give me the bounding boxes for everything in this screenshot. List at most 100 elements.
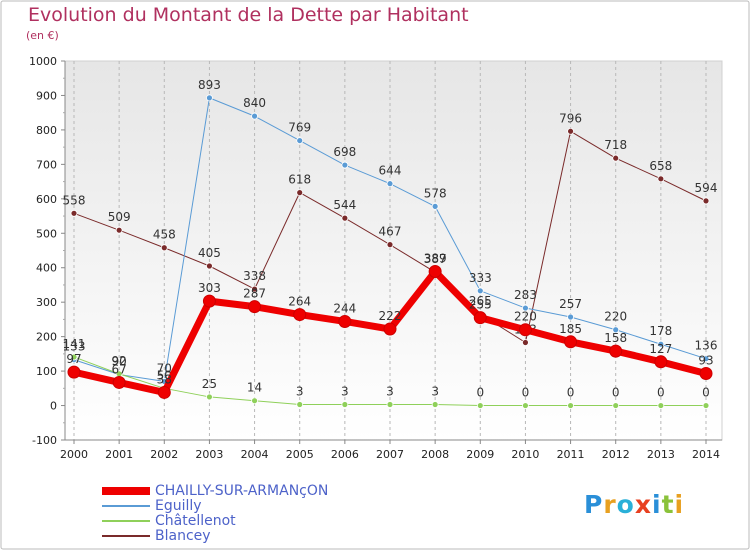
x-tick-label: 2003 xyxy=(195,448,223,461)
data-label: 698 xyxy=(333,145,356,159)
data-label: 303 xyxy=(198,281,221,295)
legend-label-chailly: CHAILLY-SUR-ARMANçON xyxy=(155,483,329,499)
x-tick-label: 2005 xyxy=(286,448,314,461)
data-point xyxy=(431,202,439,210)
data-label: 0 xyxy=(702,386,710,400)
x-tick-label: 2013 xyxy=(647,448,675,461)
data-point xyxy=(112,375,126,389)
data-label: 38 xyxy=(157,372,172,386)
x-tick-label: 2014 xyxy=(692,448,720,461)
data-point xyxy=(431,401,439,408)
data-label: 3 xyxy=(431,385,439,399)
data-label: 405 xyxy=(198,246,221,260)
y-tick-label: 200 xyxy=(36,331,57,344)
data-label: 93 xyxy=(698,354,713,368)
data-point xyxy=(248,300,262,314)
data-point xyxy=(115,226,123,234)
data-label: 578 xyxy=(424,186,447,200)
x-tick-label: 2004 xyxy=(241,448,269,461)
data-label: 718 xyxy=(604,138,627,152)
x-tick-label: 2002 xyxy=(150,448,178,461)
proxiti-logo: Proxiti xyxy=(584,490,684,519)
y-tick-label: 100 xyxy=(36,365,57,378)
data-point xyxy=(428,265,442,279)
data-label: 389 xyxy=(424,252,447,266)
data-label: 222 xyxy=(379,309,402,323)
data-label: 283 xyxy=(514,288,537,302)
data-label: 92 xyxy=(112,354,127,368)
x-tick-label: 2008 xyxy=(421,448,449,461)
x-tick-label: 2007 xyxy=(376,448,404,461)
legend-swatch-chailly xyxy=(102,487,150,495)
data-label: 0 xyxy=(612,386,620,400)
y-tick-label: 800 xyxy=(36,124,57,137)
data-point xyxy=(341,401,349,408)
data-label: 90 xyxy=(112,355,127,369)
x-tick-label: 2000 xyxy=(60,448,88,461)
logo-letter: t xyxy=(661,490,675,519)
data-label: 244 xyxy=(333,301,356,315)
data-label: 0 xyxy=(657,386,665,400)
y-tick-label: 700 xyxy=(36,158,57,171)
data-label: 141 xyxy=(63,337,86,351)
data-point xyxy=(386,401,394,408)
data-point xyxy=(386,241,394,249)
data-point xyxy=(654,355,668,369)
data-label: 467 xyxy=(379,225,402,239)
data-label: 287 xyxy=(243,287,266,301)
data-label: 387 xyxy=(424,252,447,266)
data-point xyxy=(386,180,394,188)
legend-label-eguilly: Eguilly xyxy=(155,498,202,514)
y-tick-label: 0 xyxy=(50,400,57,413)
data-label: 265 xyxy=(469,294,492,308)
data-point xyxy=(383,322,397,336)
data-label: 220 xyxy=(514,310,537,324)
x-tick-label: 2009 xyxy=(466,448,494,461)
data-label: 594 xyxy=(695,181,718,195)
x-tick-label: 2006 xyxy=(331,448,359,461)
data-label: 133 xyxy=(63,340,86,354)
data-point xyxy=(609,344,623,358)
data-label: 257 xyxy=(559,297,582,311)
y-tick-label: 400 xyxy=(36,262,57,275)
data-label: 185 xyxy=(559,322,582,336)
data-label: 3 xyxy=(296,385,304,399)
data-point xyxy=(518,323,532,337)
x-tick-label: 2010 xyxy=(511,448,539,461)
x-tick-label: 2012 xyxy=(602,448,630,461)
legend-swatch-chatellenot xyxy=(102,520,150,522)
data-point xyxy=(160,244,168,252)
y-tick-label: 1000 xyxy=(29,55,57,68)
data-point xyxy=(157,385,171,399)
data-label: 97 xyxy=(66,352,81,366)
legend-label-blancey: Blancey xyxy=(155,528,211,544)
logo-letter: o xyxy=(616,490,635,519)
data-label: 338 xyxy=(243,269,266,283)
data-label: 618 xyxy=(288,173,311,187)
data-point xyxy=(70,353,78,361)
legend-label-chatellenot: Châtellenot xyxy=(155,513,236,529)
data-label: 509 xyxy=(108,210,131,224)
data-point xyxy=(70,209,78,217)
data-label: 178 xyxy=(649,324,672,338)
data-point xyxy=(202,294,216,308)
data-point xyxy=(657,175,665,183)
data-label: 3 xyxy=(341,385,349,399)
data-point xyxy=(473,311,487,325)
data-point xyxy=(296,137,304,144)
data-point xyxy=(338,314,352,328)
data-label: 67 xyxy=(112,362,127,376)
data-label: 0 xyxy=(567,386,575,400)
data-point xyxy=(251,285,258,293)
data-point xyxy=(702,197,710,205)
data-label: 0 xyxy=(522,386,530,400)
data-point xyxy=(612,402,620,409)
y-tick-label: 900 xyxy=(36,89,57,102)
data-point xyxy=(206,94,213,102)
logo-letter: r xyxy=(603,490,617,519)
data-label: 136 xyxy=(695,339,718,353)
data-point xyxy=(296,189,304,197)
data-label: 70 xyxy=(157,361,172,375)
